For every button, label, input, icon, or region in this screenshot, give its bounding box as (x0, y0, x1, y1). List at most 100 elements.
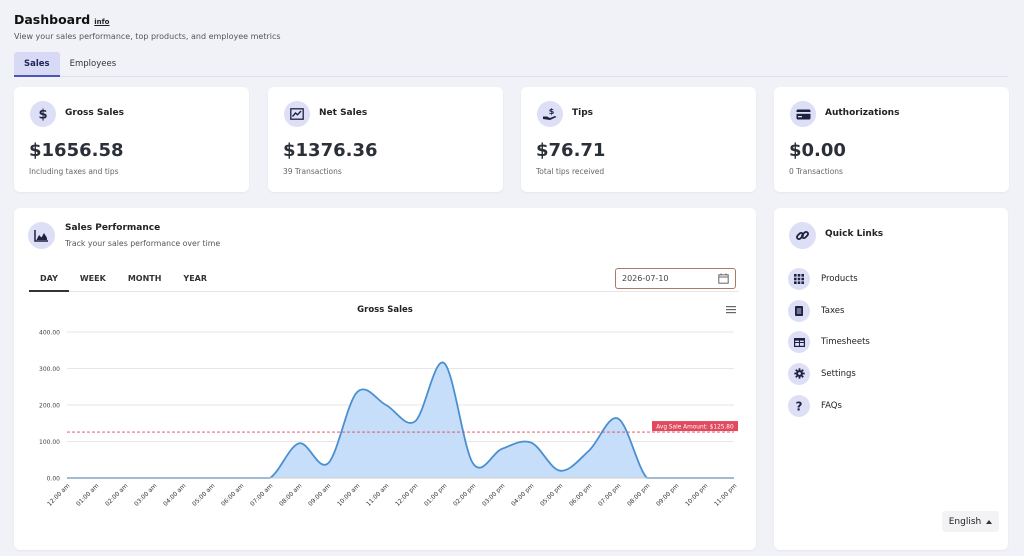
x-tick-label: 04:00 pm (510, 482, 535, 507)
language-selector[interactable]: English (942, 511, 999, 532)
hand-dollar-icon: $ (537, 101, 563, 127)
x-tick-label: 09:00 pm (655, 482, 680, 507)
gear-icon (788, 362, 810, 385)
x-tick-label: 11:00 pm (713, 482, 738, 507)
stat-subtext: Total tips received (536, 167, 605, 176)
sales-performance-subtitle: Track your sales performance over time (65, 239, 221, 248)
chart-svg: Gross Sales 0.00 100.00 200.00 300.00 400.00 A… (39, 305, 739, 508)
x-tick-label: 01:00 pm (423, 482, 448, 507)
x-tick-label: 11:00 am (365, 482, 390, 507)
tab-employees[interactable]: Employees (69, 59, 117, 69)
x-tick-label: 05:00 am (191, 482, 216, 507)
quick-link-label: Taxes (821, 305, 845, 316)
x-tick-label: 01:00 am (75, 482, 100, 507)
x-tick-label: 09:00 am (307, 482, 332, 507)
avg-line-label: Avg Sale Amount: $125.80 (656, 425, 734, 431)
quick-link-timesheets[interactable]: Timesheets (788, 326, 870, 358)
stat-value: $1376.36 (283, 140, 378, 161)
period-tabs: DAY WEEK MONTH YEAR (29, 266, 739, 292)
tab-sales[interactable]: Sales (14, 52, 60, 77)
language-label: English (948, 516, 982, 527)
x-tick-label: 08:00 am (278, 482, 303, 507)
main-tabs: Sales Employees (14, 52, 1008, 77)
date-value: 2026-07-10 (622, 274, 669, 283)
y-tick-label: 400.00 (39, 330, 60, 337)
x-tick-label: 10:00 pm (684, 482, 709, 507)
tab-year[interactable]: YEAR (183, 274, 208, 283)
quick-links-card: Quick Links Products Taxes Timesheets Se… (774, 208, 1008, 550)
quick-link-taxes[interactable]: Taxes (788, 295, 870, 327)
stat-label: Gross Sales (65, 108, 124, 118)
stat-label: Net Sales (319, 108, 368, 118)
stat-value: $76.71 (536, 140, 606, 161)
link-icon (789, 222, 816, 249)
gross-sales-chart: Gross Sales 0.00 100.00 200.00 300.00 400.00 A… (14, 296, 756, 550)
sales-performance-card: Sales Performance Track your sales perfo… (14, 208, 756, 550)
chart-title: Gross Sales (357, 305, 413, 315)
stat-card-net-sales: Net Sales $1376.36 39 Transactions (268, 87, 503, 192)
page-header: Dashboard info View your sales performan… (14, 12, 281, 41)
tab-day[interactable]: DAY (29, 266, 69, 292)
stat-subtext: 39 Transactions (283, 167, 342, 176)
quick-link-label: FAQs (821, 400, 842, 411)
stat-label: Authorizations (825, 108, 900, 118)
sales-performance-title: Sales Performance (65, 223, 161, 233)
x-tick-label: 12:00 am (46, 482, 71, 507)
stat-label: Tips (572, 108, 594, 118)
date-picker-input[interactable]: 2026-07-10 (615, 268, 736, 289)
page-title: Dashboard (14, 12, 91, 27)
tab-week[interactable]: WEEK (79, 274, 106, 283)
stat-card-tips: $ Tips $76.71 Total tips received (521, 87, 756, 192)
x-tick-label: 06:00 pm (568, 482, 593, 507)
tab-month[interactable]: MONTH (127, 274, 162, 283)
stat-subtext: 0 Transactions (789, 167, 843, 176)
x-tick-label: 02:00 am (104, 482, 129, 507)
avg-label-bg (652, 421, 738, 432)
x-tick-label: 07:00 am (249, 482, 274, 507)
chart-menu-icon[interactable] (726, 306, 736, 314)
stat-subtext: Including taxes and tips (29, 167, 119, 176)
quick-link-faqs[interactable]: ? FAQs (788, 390, 870, 422)
dollar-icon: $ (30, 101, 56, 127)
x-tick-label: 12:00 pm (394, 482, 419, 507)
y-tick-label: 200.00 (39, 403, 60, 410)
trending-up-icon (284, 101, 310, 127)
svg-text:$: $ (38, 108, 47, 122)
quick-link-settings[interactable]: Settings (788, 358, 870, 390)
x-tick-label: 06:00 am (220, 482, 245, 507)
quick-link-products[interactable]: Products (788, 263, 870, 295)
caret-up-icon (986, 519, 993, 524)
info-link[interactable]: info (94, 18, 110, 26)
x-tick-label: 08:00 pm (626, 482, 651, 507)
y-tick-label: 300.00 (39, 366, 60, 373)
table-icon (788, 331, 810, 354)
quick-link-label: Products (821, 273, 858, 284)
quick-link-label: Timesheets (821, 337, 870, 348)
grid-icon (788, 267, 810, 290)
y-tick-label: 100.00 (39, 439, 60, 446)
stat-card-gross-sales: $ Gross Sales $1656.58 Including taxes a… (14, 87, 249, 192)
calendar-icon[interactable] (718, 273, 729, 284)
stat-value: $1656.58 (29, 140, 124, 161)
svg-text:$: $ (549, 107, 555, 116)
quick-links-list: Products Taxes Timesheets Settings ? FAQ… (788, 263, 870, 421)
x-tick-label: 07:00 pm (597, 482, 622, 507)
x-tick-label: 02:00 pm (452, 482, 477, 507)
document-icon (788, 299, 810, 322)
stat-card-authorizations: Authorizations $0.00 0 Transactions (774, 87, 1009, 192)
x-tick-label: 04:00 am (162, 482, 187, 507)
svg-text:?: ? (796, 400, 803, 412)
area-fill (67, 362, 734, 478)
quick-link-label: Settings (821, 368, 856, 379)
x-tick-label: 03:00 pm (481, 482, 506, 507)
stat-value: $0.00 (789, 140, 846, 161)
x-tick-label: 10:00 am (336, 482, 361, 507)
y-tick-label: 0.00 (47, 476, 61, 483)
credit-card-icon (790, 101, 816, 127)
x-tick-label: 03:00 am (133, 482, 158, 507)
question-icon: ? (788, 394, 810, 417)
area-chart-icon (28, 222, 55, 249)
page-subtitle: View your sales performance, top product… (14, 32, 281, 41)
quick-links-title: Quick Links (825, 229, 884, 239)
x-tick-label: 05:00 pm (539, 482, 564, 507)
